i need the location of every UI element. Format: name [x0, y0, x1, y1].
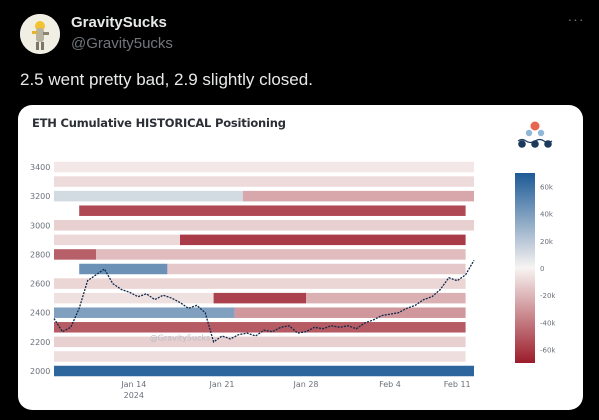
- heatmap-band: [54, 322, 466, 333]
- heatmap-band: [54, 336, 466, 348]
- y-tick-label: 2200: [30, 338, 50, 347]
- heatmap-band: [54, 220, 474, 231]
- heatmap-band: [54, 351, 466, 362]
- colorbar-tick-label: 60k: [540, 184, 554, 192]
- attached-image[interactable]: ETH Cumulative HISTORICAL Positioning 34…: [18, 105, 583, 410]
- watermark-label: @Gravity5ucks: [150, 333, 211, 342]
- x-tick-label: Jan 14: [120, 380, 146, 389]
- more-horizontal-icon[interactable]: ···: [567, 11, 585, 27]
- y-tick-label: 2800: [30, 250, 50, 259]
- y-tick-label: 2000: [30, 367, 50, 376]
- avatar[interactable]: [20, 14, 60, 54]
- y-tick-label: 3000: [30, 221, 50, 230]
- heatmap-band: [54, 249, 96, 260]
- user-handle[interactable]: @Gravity5ucks: [71, 35, 173, 52]
- y-tick-label: 3200: [30, 192, 50, 201]
- heatmap-chart: 3400 3200 3000 2800 2600 2400 2200 2000 Jan 14 Ja…: [30, 161, 556, 400]
- heatmap-band: [54, 365, 474, 377]
- heatmap-band: [96, 249, 466, 260]
- heatmap-band: [54, 176, 474, 187]
- heatmap-band: [79, 263, 168, 275]
- heatmap-band: [54, 292, 214, 304]
- heatmap-band: [180, 234, 466, 246]
- y-tick-label: 3400: [30, 163, 50, 172]
- avatar-image: [20, 14, 60, 54]
- colorbar-tick-label: -20k: [540, 292, 556, 300]
- x-year-label: 2024: [124, 391, 144, 400]
- heatmap-band: [54, 190, 243, 202]
- heatmap-band: [306, 292, 466, 304]
- x-tick-label: Jan 28: [292, 380, 318, 389]
- heatmap-band: [243, 190, 474, 202]
- heatmap-band: [54, 307, 235, 318]
- y-tick-label: 2600: [30, 280, 50, 289]
- x-tick-label: Feb 11: [444, 380, 471, 389]
- price-line: [53, 259, 475, 343]
- heatmap-band: [54, 278, 466, 289]
- heatmap-band: [54, 234, 180, 246]
- heatmap-band: [54, 161, 474, 173]
- colorbar-tick-label: 0: [540, 265, 544, 273]
- heatmap-band: [167, 263, 466, 275]
- heatmap-band: [234, 307, 466, 318]
- display-name[interactable]: GravitySucks: [71, 14, 167, 31]
- colorbar-tick-label: -40k: [540, 319, 556, 327]
- colorbar-tick-label: -60k: [540, 346, 556, 354]
- heatmap-band: [213, 292, 306, 304]
- chart-title: ETH Cumulative HISTORICAL Positioning: [32, 116, 286, 130]
- colorbar-tick-label: 20k: [540, 238, 554, 246]
- y-tick-label: 2400: [30, 309, 50, 318]
- tweet-text: 2.5 went pretty bad, 2.9 slightly closed…: [20, 70, 313, 89]
- colorbar-tick-label: 40k: [540, 211, 554, 219]
- colorbar: [515, 173, 535, 363]
- brand-logo-icon: [517, 121, 553, 148]
- x-tick-label: Feb 4: [379, 380, 401, 389]
- heatmap-band: [79, 205, 466, 216]
- x-tick-label: Jan 21: [208, 380, 234, 389]
